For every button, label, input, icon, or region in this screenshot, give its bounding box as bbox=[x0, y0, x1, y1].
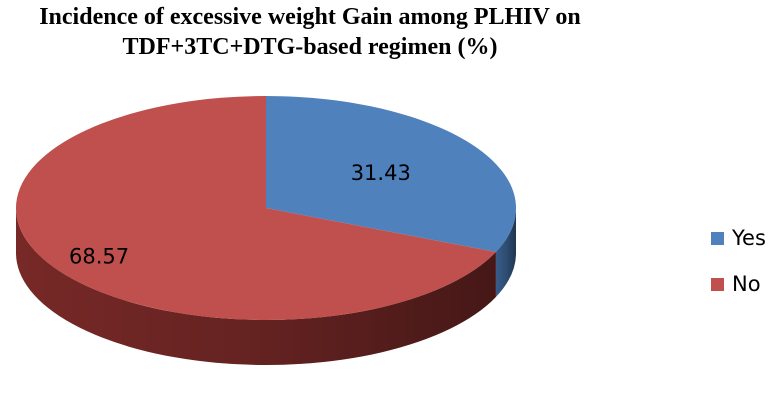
chart-title: Incidence of excessive weight Gain among… bbox=[0, 2, 620, 62]
data-label-yes: 31.43 bbox=[351, 161, 411, 185]
legend-item-no: No bbox=[711, 270, 766, 298]
pie-slice-no bbox=[16, 96, 496, 320]
pie-slice-yes bbox=[266, 96, 516, 253]
pie-data-labels: 31.43 68.57 bbox=[69, 161, 411, 268]
legend-swatch-yes bbox=[711, 231, 724, 245]
chart-title-line-2: TDF+3TC+DTG-based regimen (%) bbox=[122, 34, 498, 60]
legend: Yes No bbox=[711, 224, 766, 316]
pie-tops bbox=[16, 96, 516, 320]
data-label-no: 68.57 bbox=[69, 244, 129, 268]
legend-label-yes: Yes bbox=[732, 226, 766, 250]
legend-label-no: No bbox=[732, 272, 761, 296]
legend-item-yes: Yes bbox=[711, 224, 766, 252]
pie-side-no-shade bbox=[16, 208, 496, 365]
legend-swatch-no bbox=[711, 277, 724, 291]
pie-sides bbox=[16, 208, 516, 365]
chart-title-line-1: Incidence of excessive weight Gain among… bbox=[39, 4, 581, 30]
pie-side-yes-shade bbox=[495, 208, 516, 298]
